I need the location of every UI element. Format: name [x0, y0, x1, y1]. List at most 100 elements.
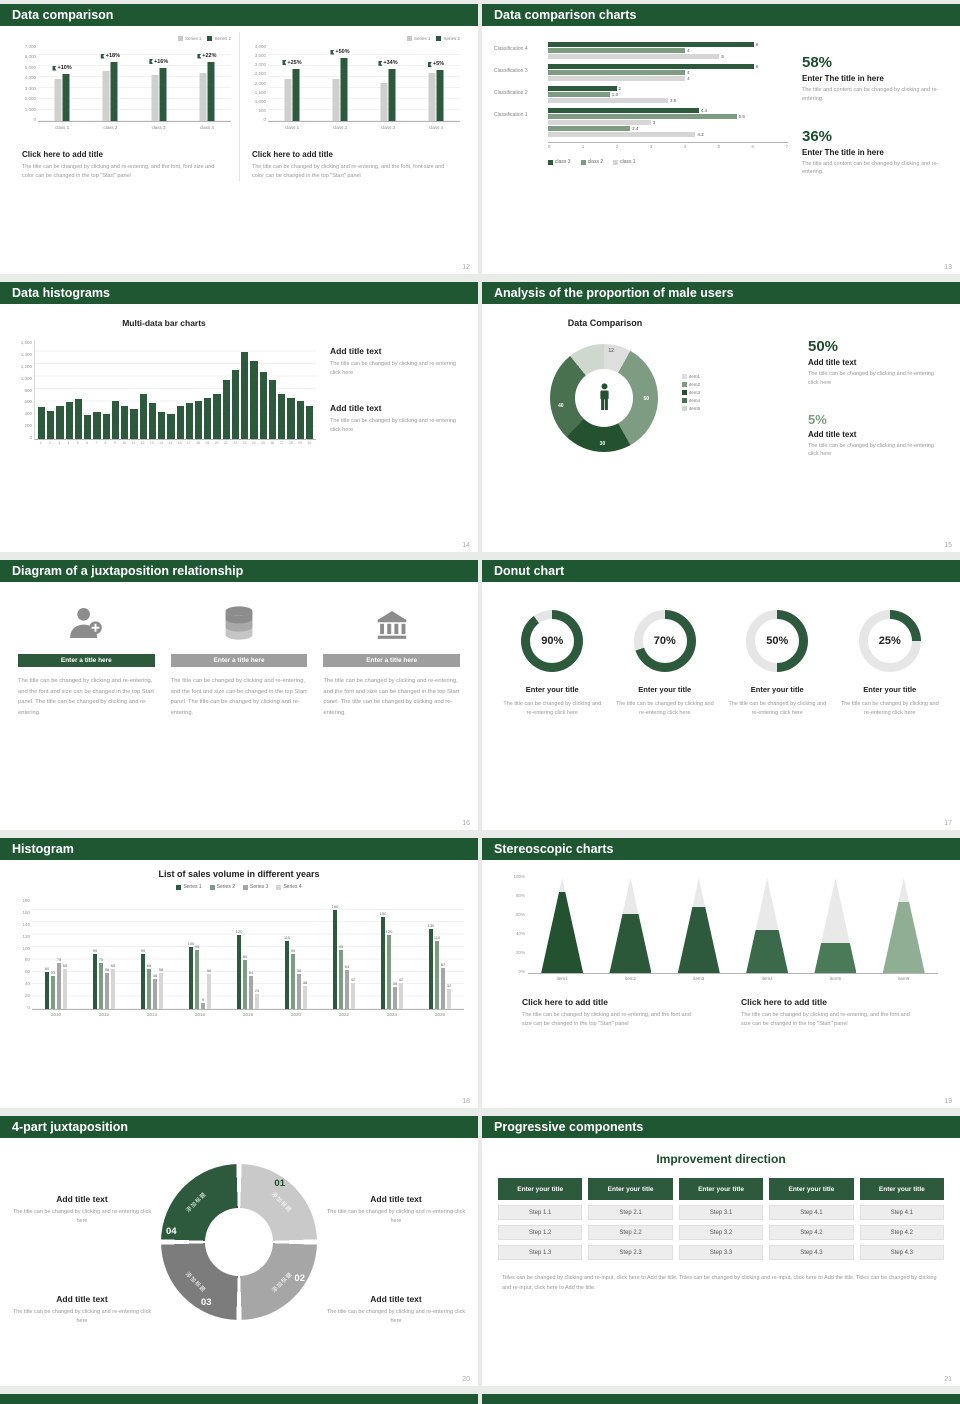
- slide-title: Stereoscopic charts: [494, 842, 614, 856]
- page-number: 16: [462, 820, 470, 827]
- slide-12-data-comparison[interactable]: Data comparison Series 1 Series 2 7,000 6…: [0, 4, 478, 274]
- classification-label: Classification 2: [494, 90, 528, 96]
- stat-body: The title and content can be changed by …: [802, 87, 939, 102]
- value-label: 1.8: [611, 92, 618, 97]
- growth-label: +25%: [282, 60, 302, 66]
- slide-17-donut-chart[interactable]: Donut chart 90% Enter your title The tit…: [482, 560, 960, 830]
- flag-icon: [197, 53, 202, 59]
- growth-label: +50%: [330, 49, 350, 55]
- cone-wrap: [668, 878, 730, 973]
- ring-diagram: 添加标题 添加标题 添加标题 添加标题 01 02 03 04: [161, 1164, 317, 1320]
- flag-icon: [378, 60, 383, 66]
- bar-group: 150 120 35 42: [379, 898, 404, 1009]
- x-tick: 2014: [146, 1012, 157, 1017]
- bar-wrap: 90: [290, 898, 296, 1009]
- bar-line: 5: [548, 54, 788, 59]
- value-label: 150: [379, 910, 387, 916]
- series2-bar: [292, 68, 300, 121]
- slide-14-data-histograms[interactable]: Data histograms Multi-data bar charts 1,…: [0, 282, 478, 552]
- bar: [236, 935, 242, 1009]
- step-cell: Step 1.1: [498, 1205, 583, 1220]
- slide-body: 添加标题 添加标题 添加标题 添加标题 01 02 03 04 Add titl…: [0, 1138, 478, 1386]
- cone-wrap: [873, 878, 935, 973]
- slide-19-stereoscopic-charts[interactable]: Stereoscopic charts 100% 80% 60% 40% 20% 0% it…: [482, 838, 960, 1108]
- slide-15-male-users-proportion[interactable]: Analysis of the proportion of male users…: [482, 282, 960, 552]
- slide-header: Data histograms: [0, 282, 478, 304]
- slide-title: Histogram: [12, 842, 74, 856]
- y-tick: 2,000: [254, 80, 266, 86]
- bar: [50, 976, 56, 1009]
- slide-header: Progressive components: [482, 1116, 960, 1138]
- bar: [241, 352, 249, 439]
- next-slide-header-stub: [482, 1394, 960, 1404]
- bar: [548, 48, 686, 53]
- legend-swatch: [436, 35, 442, 41]
- legend-swatch: [406, 35, 412, 41]
- value-label: 95: [338, 944, 344, 950]
- block-body: The title can be changed by clicking and…: [12, 1209, 152, 1225]
- slide-18-histogram[interactable]: Histogram List of sales volume in differ…: [0, 838, 478, 1108]
- step-cell: Step 4.1: [769, 1205, 854, 1220]
- bar-group: 120 80 54 24: [236, 898, 260, 1009]
- bar-group: 130 110 67 32: [428, 898, 452, 1009]
- bar-wrap: 160: [332, 898, 338, 1009]
- slide-20-4-part-juxtaposition[interactable]: 4-part juxtaposition 添加标题 添加标题 添加标题 添加标题…: [0, 1116, 478, 1386]
- chart-title: Data Comparison: [567, 318, 643, 328]
- segment-number: 03: [201, 1297, 212, 1308]
- y-tick: 4,000: [254, 44, 266, 49]
- x-tick: 3: [649, 144, 653, 149]
- value-label: 90: [290, 947, 296, 953]
- y-tick: 800: [24, 387, 32, 393]
- segment-label: 添加标题: [269, 1191, 293, 1215]
- x-tick: item3: [693, 976, 705, 981]
- bar: [148, 403, 157, 439]
- series2-bar: [159, 67, 167, 121]
- bars: [102, 62, 118, 121]
- y-tick: 120: [22, 933, 30, 939]
- bars: [284, 68, 300, 121]
- caption-title: Click here to add title: [22, 150, 103, 159]
- legend-item: class 3: [548, 159, 571, 165]
- value-label: 60: [44, 966, 50, 972]
- y-tick: 200: [24, 423, 32, 429]
- page-number: 21: [944, 1376, 952, 1383]
- x-tick: 4: [67, 441, 70, 445]
- stat-title: Add title text: [808, 358, 857, 367]
- slide-body: Multi-data bar charts 1,600 1,400 1,200 1,0…: [0, 304, 478, 445]
- growth-label: +22%: [197, 53, 216, 59]
- bar: [350, 983, 356, 1009]
- value-label: 6: [755, 42, 759, 47]
- bar-line: 5.5: [548, 114, 788, 119]
- x-tick: 2010: [50, 1012, 61, 1017]
- x-tick: 7: [785, 144, 788, 149]
- category-label: class 2: [103, 125, 118, 130]
- slide-21-progressive-components[interactable]: Progressive components Improvement direc…: [482, 1116, 960, 1386]
- bar: [38, 406, 46, 439]
- cone-fill: [541, 892, 584, 973]
- feature-column: Enter a title here The title can be chan…: [170, 600, 308, 719]
- slide-16-juxtaposition-diagram[interactable]: Diagram of a juxtaposition relationship …: [0, 560, 478, 830]
- value-label: 63: [344, 964, 350, 970]
- block-body: The title can be changed by clicking and…: [741, 1012, 910, 1028]
- bar: [392, 987, 398, 1009]
- y-tick: 1,000: [254, 98, 266, 104]
- bar: [440, 967, 446, 1009]
- legend-item: Series 2: [436, 34, 460, 42]
- bar-wrap: 9: [200, 898, 206, 1009]
- y-tick: 20: [24, 993, 30, 998]
- bar: [344, 970, 350, 1009]
- x-tick: 2: [48, 441, 51, 445]
- bar: [428, 928, 434, 1009]
- value-label: 80: [242, 953, 248, 959]
- bar: [44, 972, 50, 1009]
- title-bar: Enter a title here: [18, 654, 155, 667]
- bar-line: 4.4: [548, 108, 788, 113]
- legend-swatch: [209, 884, 215, 890]
- column-header: Enter your title: [588, 1178, 673, 1200]
- value-label: 90: [140, 947, 146, 953]
- bar: [302, 985, 308, 1009]
- value-label: 90: [92, 947, 98, 953]
- slide-13-data-comparison-charts[interactable]: Data comparison charts Classification 4 6…: [482, 4, 960, 274]
- y-tick: 2,500: [254, 71, 266, 77]
- bars: 2 1.8 3.5: [548, 86, 788, 103]
